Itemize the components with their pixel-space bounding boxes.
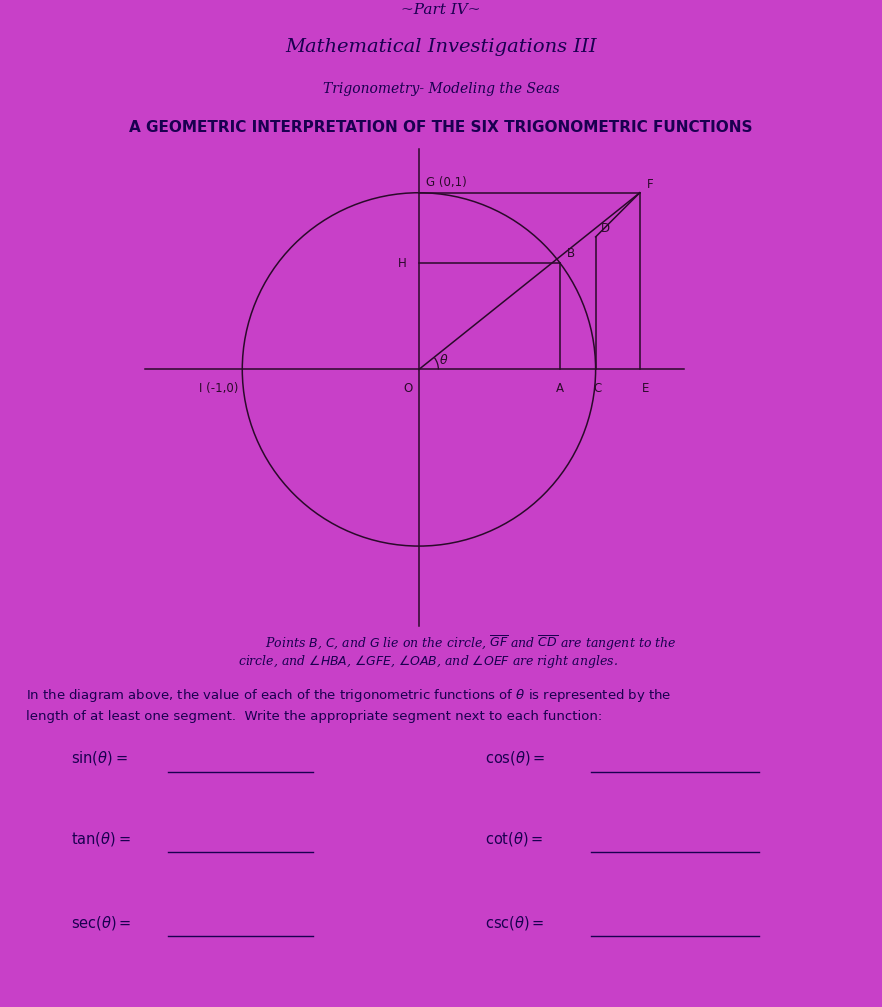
Text: E: E: [641, 382, 649, 395]
Text: ~Part IV~: ~Part IV~: [401, 3, 481, 17]
Text: O: O: [404, 382, 413, 395]
Text: A GEOMETRIC INTERPRETATION OF THE SIX TRIGONOMETRIC FUNCTIONS: A GEOMETRIC INTERPRETATION OF THE SIX TR…: [130, 120, 752, 135]
Text: Mathematical Investigations III: Mathematical Investigations III: [285, 38, 597, 56]
Text: H: H: [398, 257, 407, 270]
Text: D: D: [601, 223, 610, 236]
Text: F: F: [647, 178, 654, 191]
Text: $\mathrm{sec}(\theta) =$: $\mathrm{sec}(\theta) =$: [71, 913, 131, 931]
Text: A: A: [557, 382, 564, 395]
Text: circle, and $\angle HBA$, $\angle GFE$, $\angle OAB$, and $\angle OEF$ are right: circle, and $\angle HBA$, $\angle GFE$, …: [238, 653, 618, 670]
Text: length of at least one segment.  Write the appropriate segment next to each func: length of at least one segment. Write th…: [26, 711, 602, 723]
Text: $\theta$: $\theta$: [439, 352, 448, 367]
Text: $\mathrm{sin}(\theta) =$: $\mathrm{sin}(\theta) =$: [71, 749, 127, 767]
Text: Points $B$, $C$, and $G$ lie on the circle, $\overline{GF}$ and $\overline{CD}$ : Points $B$, $C$, and $G$ lie on the circ…: [265, 634, 676, 653]
Text: C: C: [594, 382, 602, 395]
Text: In the diagram above, the value of each of the trigonometric functions of $\thet: In the diagram above, the value of each …: [26, 688, 672, 705]
Text: G (0,1): G (0,1): [426, 176, 467, 189]
Text: $\mathrm{cos}(\theta) =$: $\mathrm{cos}(\theta) =$: [485, 749, 546, 767]
Text: $\mathrm{csc}(\theta) =$: $\mathrm{csc}(\theta) =$: [485, 913, 544, 931]
Text: $\mathrm{tan}(\theta) =$: $\mathrm{tan}(\theta) =$: [71, 830, 131, 848]
Text: Trigonometry- Modeling the Seas: Trigonometry- Modeling the Seas: [323, 82, 559, 96]
Text: $\mathrm{cot}(\theta) =$: $\mathrm{cot}(\theta) =$: [485, 830, 543, 848]
Text: I (-1,0): I (-1,0): [199, 382, 239, 395]
Text: B: B: [567, 247, 575, 260]
